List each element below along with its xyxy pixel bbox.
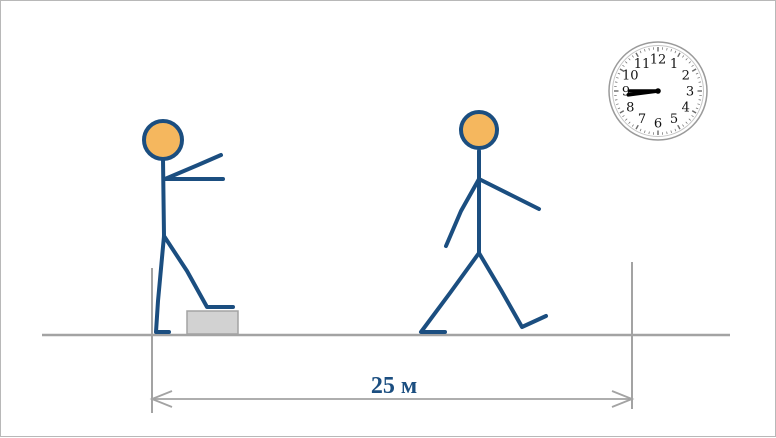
clock-numeral: 1 <box>670 57 678 72</box>
standing-figure-leg-back <box>156 236 169 332</box>
clock-numeral: 11 <box>634 57 651 72</box>
standing-figure-arm-upper <box>165 155 221 179</box>
walking-figure-leg-back <box>421 253 479 332</box>
clock-numeral: 5 <box>670 112 678 127</box>
standing-figure-body <box>163 159 164 236</box>
clock-center <box>655 88 661 94</box>
clock-numeral: 8 <box>626 101 634 116</box>
walking-figure-head <box>461 112 497 148</box>
standing-figure-leg-front <box>164 236 233 307</box>
clock-numeral: 6 <box>654 117 662 132</box>
walking-figure-leg-front <box>479 253 546 327</box>
clock-numeral: 7 <box>638 112 646 127</box>
stick-figure-walking <box>421 151 546 332</box>
stick-figure-standing <box>156 155 233 332</box>
walking-figure-arm-front <box>479 179 539 209</box>
start-block <box>187 311 238 334</box>
distance-label: 25 м <box>371 373 417 399</box>
clock-numeral: 2 <box>682 69 690 84</box>
clock-numeral: 12 <box>650 53 667 68</box>
standing-figure-head <box>144 121 182 159</box>
walking-figure-arm-back <box>446 179 479 246</box>
clock-numeral: 3 <box>686 85 694 100</box>
clock-numeral: 4 <box>682 101 690 116</box>
